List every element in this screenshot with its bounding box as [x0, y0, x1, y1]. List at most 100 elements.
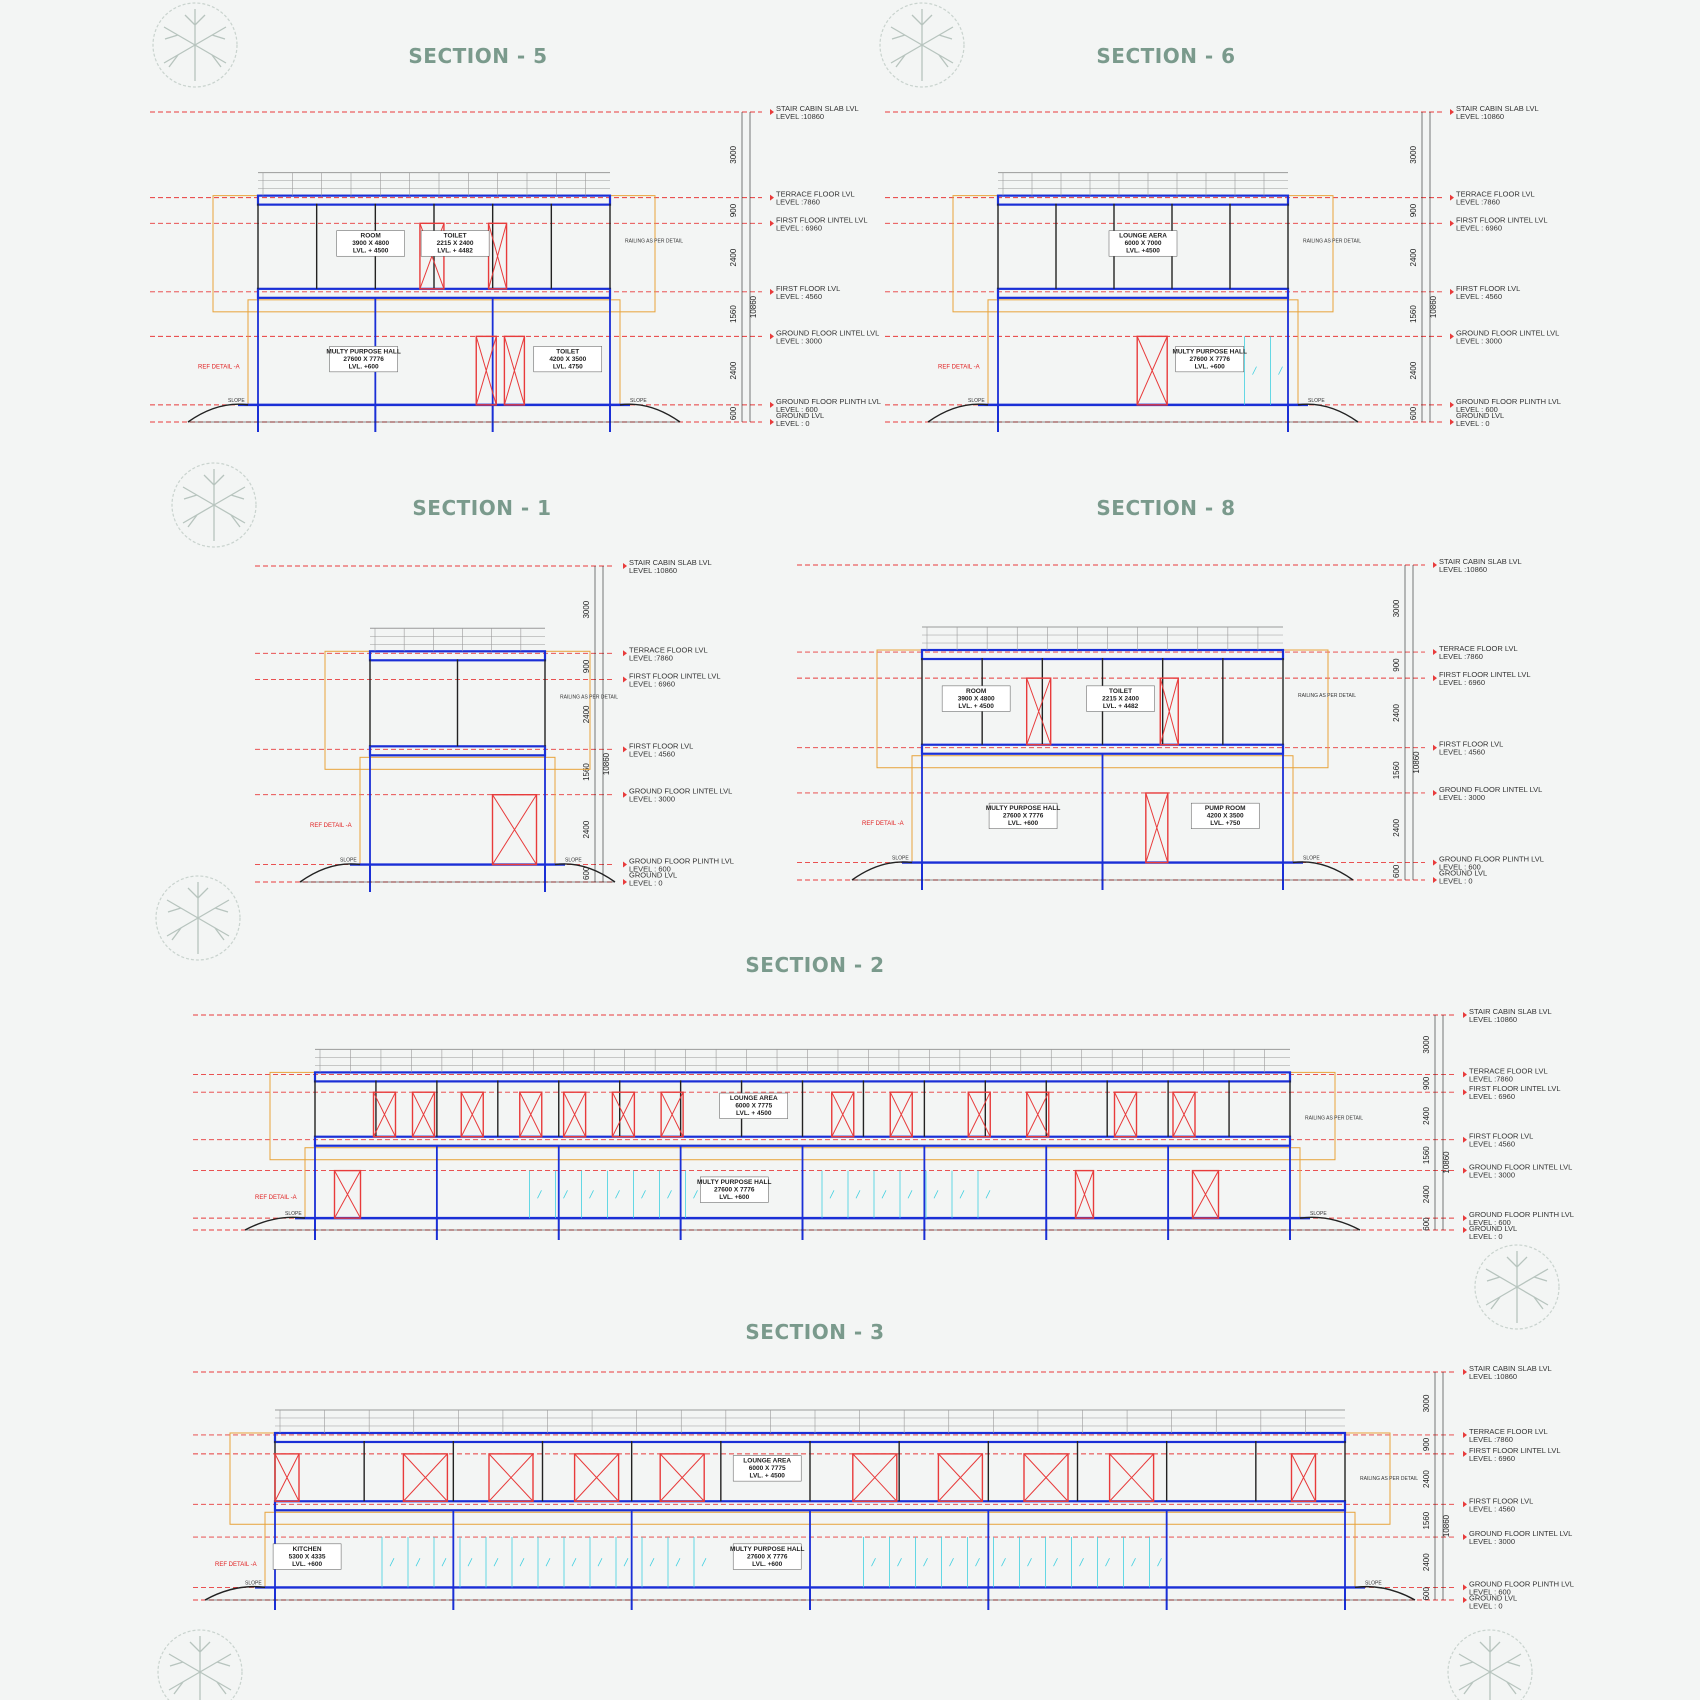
railing-note: RAILING AS PER DETAIL — [560, 694, 618, 700]
total-height: 10860 — [1442, 1514, 1451, 1537]
glazing-hatch — [693, 1190, 698, 1199]
door-opening — [274, 1453, 300, 1502]
room-tag: LVL. 4750 — [553, 363, 583, 370]
tree-icon — [157, 1629, 243, 1700]
glazing-hatch — [923, 1558, 928, 1567]
level-label: GROUND FLOOR LINTEL LVL — [1456, 328, 1559, 337]
railing-note: RAILING AS PER DETAIL — [1305, 1115, 1363, 1121]
glazing-hatch — [1157, 1558, 1162, 1567]
level-label: FIRST FLOOR LVL — [1469, 1496, 1533, 1505]
section-title-6: SECTION - 6 — [1096, 44, 1236, 68]
room-tag-box — [1086, 685, 1155, 712]
level-value: LEVEL : 600 — [1469, 1218, 1511, 1227]
room-tag: LVL. + 4482 — [1103, 703, 1139, 710]
terrace-slab — [313, 1071, 1292, 1083]
level-marker-icon — [1463, 1450, 1467, 1457]
dimension-value: 3000 — [729, 145, 738, 163]
door-cross — [1145, 792, 1169, 863]
door-opening — [491, 794, 538, 866]
room-tag: LVL. +4500 — [1126, 248, 1160, 255]
dimension-value: 900 — [1409, 203, 1418, 217]
level-label: GROUND FLOOR PLINTH LVL — [1456, 397, 1561, 406]
room-tag: MULTY PURPOSE HALL — [326, 348, 401, 355]
level-label: FIRST FLOOR LINTEL LVL — [1469, 1084, 1561, 1093]
room-tag-box — [329, 346, 398, 373]
glazing-hatch — [563, 1190, 568, 1199]
level-marker-icon — [1463, 1167, 1467, 1174]
dimension-value: 2400 — [729, 248, 738, 266]
door-cross — [488, 223, 508, 289]
room-tag: 6000 X 7000 — [1125, 240, 1162, 247]
dimension-value: 2400 — [1409, 361, 1418, 379]
room-tag: ROOM — [966, 688, 986, 695]
room-tag: KITCHEN — [293, 1546, 322, 1553]
door-opening — [1172, 1091, 1196, 1138]
level-value: LEVEL : 4560 — [1469, 1140, 1515, 1149]
dimension-value: 1560 — [1422, 1511, 1431, 1529]
level-label: GROUND FLOOR PLINTH LVL — [629, 857, 734, 866]
level-label: TERRACE FLOOR LVL — [1439, 644, 1518, 653]
level-value: LEVEL : 0 — [1469, 1601, 1503, 1610]
door-opening — [660, 1091, 684, 1138]
door-cross — [938, 1453, 983, 1502]
level-label: GROUND FLOOR PLINTH LVL — [776, 397, 881, 406]
glazing-hatch — [675, 1558, 681, 1567]
door-opening — [831, 1091, 855, 1138]
door-opening — [475, 335, 497, 406]
level-value: LEVEL :10860 — [1469, 1015, 1517, 1024]
level-value: LEVEL : 6960 — [1469, 1092, 1515, 1101]
railing-note: RAILING AS PER DETAIL — [1360, 1476, 1418, 1482]
slope-note: SLOPE — [1310, 1211, 1327, 1217]
room-tag: 27600 X 7776 — [747, 1553, 788, 1560]
glazing-hatch — [589, 1190, 594, 1199]
room-tag: LVL. +600 — [349, 363, 379, 370]
level-value: LEVEL : 0 — [629, 879, 663, 888]
level-label: GROUND FLOOR LINTEL LVL — [776, 328, 879, 337]
room-tag-box — [1108, 230, 1178, 257]
level-marker-icon — [1463, 1136, 1467, 1143]
door-opening — [889, 1091, 913, 1138]
level-marker-icon — [1463, 1089, 1467, 1096]
level-value: LEVEL : 600 — [776, 405, 818, 414]
level-label: GROUND LVL — [1439, 869, 1487, 878]
level-value: LEVEL : 6960 — [1469, 1454, 1515, 1463]
level-value: LEVEL : 4560 — [776, 292, 822, 301]
level-marker-icon — [623, 879, 627, 885]
room-tag: 6000 X 7775 — [749, 1465, 786, 1472]
door-opening — [333, 1169, 362, 1219]
door-cross — [1192, 1170, 1219, 1219]
level-marker-icon — [1463, 1534, 1467, 1541]
level-value: LEVEL : 600 — [1469, 1587, 1511, 1596]
room-tag: 4200 X 3500 — [549, 356, 586, 363]
level-marker-icon — [623, 676, 627, 683]
level-label: TERRACE FLOOR LVL — [629, 645, 708, 654]
door-cross — [574, 1453, 619, 1502]
door-opening — [1023, 1453, 1069, 1502]
glazing-hatch — [623, 1558, 629, 1567]
door-opening — [1191, 1169, 1220, 1219]
glazing-hatch — [441, 1558, 447, 1567]
level-marker-icon — [1450, 194, 1454, 201]
door-cross — [403, 1453, 448, 1502]
door-cross — [1172, 1091, 1196, 1137]
ref-detail-note: REF DETAIL -A — [198, 364, 240, 370]
door-cross — [1075, 1170, 1094, 1219]
dimension-value: 1560 — [729, 305, 738, 323]
room-tag: 27600 X 7776 — [1003, 813, 1044, 820]
level-label: FIRST FLOOR LVL — [1469, 1132, 1533, 1141]
level-label: GROUND LVL — [1456, 411, 1504, 420]
section-title-3: SECTION - 3 — [745, 1320, 885, 1344]
dimension-value: 2400 — [1422, 1107, 1431, 1125]
door-opening — [852, 1453, 898, 1502]
dimension-value: 2400 — [1422, 1185, 1431, 1203]
dimension-value: 600 — [582, 866, 591, 880]
slope-note: SLOPE — [1303, 856, 1320, 862]
door-cross — [274, 1453, 300, 1502]
level-label: GROUND LVL — [1469, 1224, 1517, 1233]
room-tag-box — [1175, 346, 1244, 373]
level-marker-icon — [770, 109, 774, 115]
level-label: STAIR CABIN SLAB LVL — [1469, 1007, 1552, 1016]
door-opening — [402, 1453, 449, 1502]
level-marker-icon — [1433, 744, 1437, 751]
ref-detail-note: REF DETAIL -A — [255, 1195, 297, 1201]
